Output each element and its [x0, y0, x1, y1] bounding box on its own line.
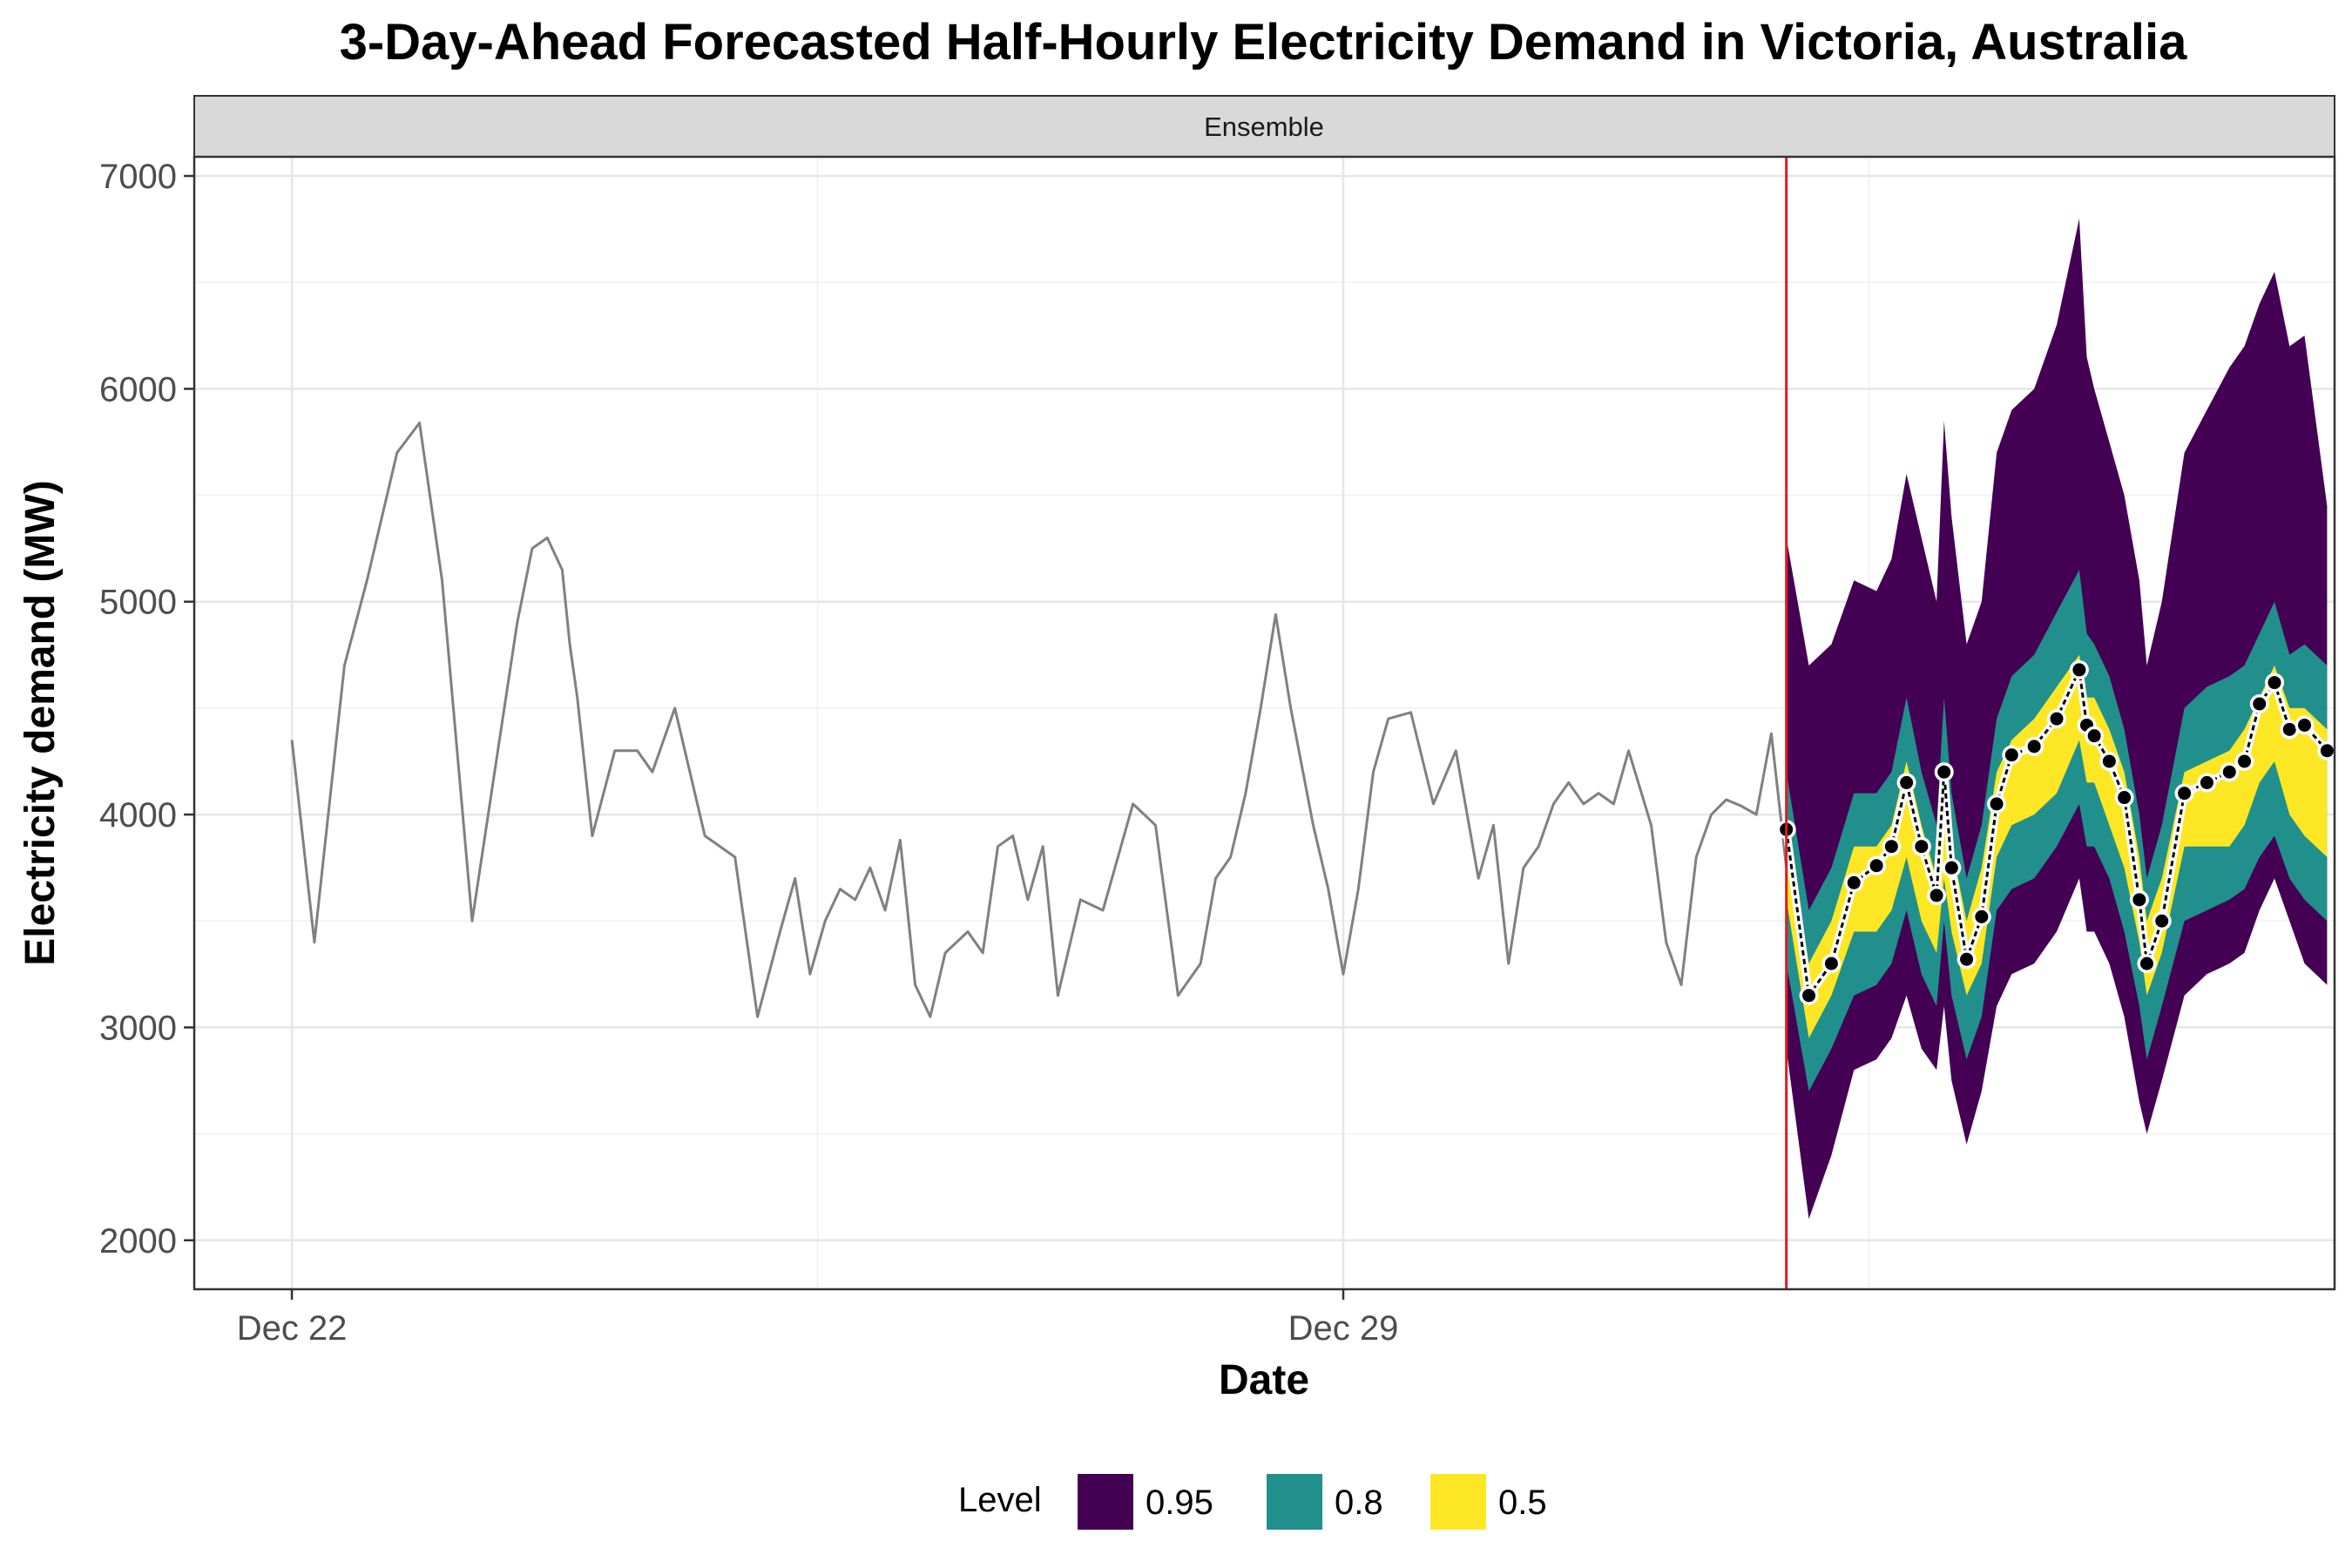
- forecast-point: [2139, 956, 2153, 970]
- forecast-point: [1915, 840, 1929, 854]
- forecast-point: [2178, 787, 2192, 801]
- forecast-point: [1900, 775, 1914, 789]
- forecast-point: [1960, 952, 1974, 966]
- y-tick-label: 6000: [99, 370, 177, 409]
- plot-panel: [193, 155, 2337, 1291]
- forecast-point: [2004, 748, 2018, 762]
- legend-label-0-5: 0.5: [1498, 1484, 1547, 1522]
- forecast-point: [1930, 889, 1943, 902]
- y-tick-label: 2000: [99, 1222, 177, 1260]
- forecast-point: [2298, 718, 2312, 732]
- history-series-line: [290, 422, 1788, 1018]
- y-tick-label: 4000: [99, 796, 177, 835]
- forecast-point: [2222, 765, 2236, 779]
- forecast-point: [2155, 914, 2169, 928]
- forecast-point: [2320, 744, 2334, 758]
- forecast-point: [2050, 712, 2064, 726]
- legend-key-0-95: [1078, 1474, 1133, 1530]
- forecast-point: [2072, 663, 2086, 677]
- forecast-point: [1937, 765, 1951, 779]
- legend: Level 0.95 0.8 0.5: [958, 1474, 1547, 1530]
- forecast-point: [2118, 791, 2132, 805]
- legend-key-0-5: [1430, 1474, 1486, 1530]
- forecast-point: [1824, 956, 1838, 970]
- forecast-point: [2132, 893, 2146, 907]
- forecast-point: [2200, 775, 2213, 789]
- x-tick-label: Dec 22: [237, 1309, 348, 1348]
- forecast-point: [1944, 861, 1958, 875]
- legend-key-0-8: [1267, 1474, 1322, 1530]
- y-tick-label: 7000: [99, 158, 177, 196]
- x-tick-label: Dec 29: [1288, 1309, 1399, 1348]
- y-tick-label: 3000: [99, 1009, 177, 1047]
- forecast-point: [1975, 909, 1989, 923]
- forecast-interval-80: [1786, 570, 2328, 1092]
- forecast-point: [2238, 754, 2252, 768]
- forecast-point: [1990, 797, 2004, 811]
- y-axis-title: Electricity demand (MW): [17, 480, 64, 965]
- forecast-point: [2268, 676, 2281, 690]
- facet-strip-label: Ensemble: [1204, 112, 1324, 142]
- x-axis-title: Date: [1219, 1357, 1309, 1403]
- forecast-point: [2027, 740, 2041, 754]
- panel-border: [193, 155, 2336, 1291]
- chart-title: 3-Day-Ahead Forecasted Half-Hourly Elect…: [340, 14, 2188, 71]
- legend-label-0-8: 0.8: [1335, 1484, 1383, 1522]
- forecast-point: [2253, 697, 2267, 711]
- facet-strip: Ensemble: [193, 95, 2335, 158]
- legend-label-0-95: 0.95: [1146, 1484, 1213, 1522]
- forecast-point: [1884, 840, 1898, 854]
- forecast-point: [2087, 729, 2101, 743]
- y-tick-label: 5000: [99, 584, 177, 622]
- legend-title: Level: [958, 1481, 1042, 1519]
- forecast-point: [1847, 875, 1861, 889]
- forecast-point: [2102, 754, 2116, 768]
- forecast-point: [2282, 722, 2296, 736]
- forecast-point: [1802, 989, 1816, 1003]
- forecast-point: [1869, 859, 1883, 873]
- facet-strip-background: [193, 95, 2335, 158]
